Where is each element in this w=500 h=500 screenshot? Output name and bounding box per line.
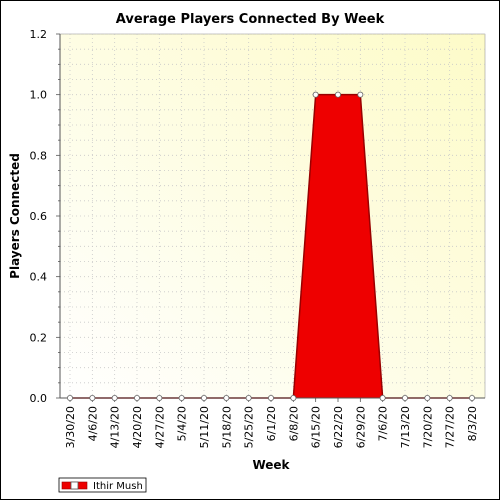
x-tick-label: 6/29/20 xyxy=(354,406,367,448)
x-tick-label: 4/20/20 xyxy=(131,406,144,448)
x-tick-label: 5/4/20 xyxy=(176,406,189,441)
y-axis-title: Players Connected xyxy=(8,153,22,279)
x-tick-label: 6/15/20 xyxy=(310,406,323,448)
x-tick-label: 4/27/20 xyxy=(153,406,166,448)
y-tick-label: 0.2 xyxy=(30,331,48,344)
data-point xyxy=(446,394,453,401)
y-tick-label: 0.6 xyxy=(30,210,48,223)
data-point xyxy=(223,394,230,401)
data-point xyxy=(111,394,118,401)
x-tick-label: 8/3/20 xyxy=(466,406,479,441)
data-point xyxy=(156,394,163,401)
x-tick-label: 5/18/20 xyxy=(220,406,233,448)
y-tick-label: 1.0 xyxy=(30,89,48,102)
data-point xyxy=(468,394,475,401)
y-tick-label: 0.4 xyxy=(30,271,48,284)
x-axis-title: Week xyxy=(252,458,290,472)
data-point xyxy=(357,91,364,98)
data-point xyxy=(267,394,274,401)
legend-marker-icon xyxy=(70,481,79,490)
y-tick-label: 0.0 xyxy=(30,392,48,405)
series-area-fill xyxy=(70,94,472,399)
data-point xyxy=(178,394,185,401)
data-point xyxy=(67,394,74,401)
x-tick-label: 6/1/20 xyxy=(265,406,278,441)
x-tick-label: 6/22/20 xyxy=(332,406,345,448)
data-point xyxy=(424,394,431,401)
data-points xyxy=(67,91,475,401)
data-point xyxy=(89,394,96,401)
y-tick-label: 0.8 xyxy=(30,149,48,162)
x-axis-ticks: 3/30/20 4/6/20 4/13/20 4/20/20 4/27/20 5/4/20… xyxy=(64,398,479,448)
data-point xyxy=(200,394,207,401)
data-point xyxy=(290,394,297,401)
y-axis-ticks: 0.0 0.2 0.4 0.6 0.8 1.0 1.2 xyxy=(30,28,60,405)
x-tick-label: 5/11/20 xyxy=(198,406,211,448)
x-tick-label: 7/20/20 xyxy=(421,406,434,448)
x-tick-label: 7/13/20 xyxy=(399,406,412,448)
x-tick-label: 6/8/20 xyxy=(287,406,300,441)
y-tick-label: 1.2 xyxy=(30,28,48,41)
chart-title: Average Players Connected By Week xyxy=(116,12,385,27)
data-point xyxy=(245,394,252,401)
x-tick-label: 7/6/20 xyxy=(377,406,390,441)
x-tick-label: 4/6/20 xyxy=(86,406,99,441)
data-point xyxy=(133,394,140,401)
legend: Ithir Mush xyxy=(58,477,147,493)
data-point xyxy=(379,394,386,401)
x-tick-label: 7/27/20 xyxy=(444,406,457,448)
x-tick-label: 4/13/20 xyxy=(109,406,122,448)
data-point xyxy=(401,394,408,401)
x-tick-label: 5/25/20 xyxy=(243,406,256,448)
data-point xyxy=(312,91,319,98)
x-tick-label: 3/30/20 xyxy=(64,406,77,448)
data-point xyxy=(334,91,341,98)
legend-label: Ithir Mush xyxy=(93,481,143,492)
